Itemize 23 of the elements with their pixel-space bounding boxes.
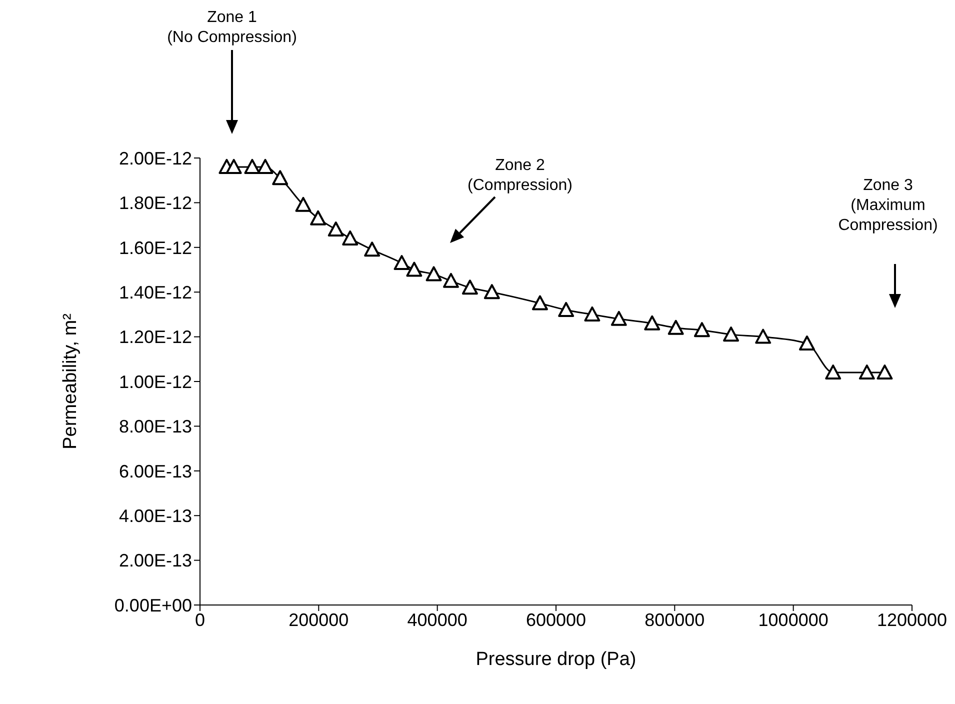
annotation: Zone 2 (Compression) — [468, 157, 572, 194]
x-tick-label: 0 — [194, 610, 206, 630]
y-tick-label: 8.00E-13 — [118, 416, 192, 437]
annotation: Zone 3 (Maximum Compression) — [838, 177, 938, 234]
y-tick-label: 1.00E-12 — [118, 372, 192, 392]
y-tick-label: 1.40E-12 — [118, 282, 192, 302]
y-tick-label: 2.00E-12 — [118, 148, 192, 168]
y-tick-label: 1.20E-12 — [118, 327, 192, 348]
y-tick-label: 0.00E+00 — [114, 595, 192, 616]
x-tick-label: 600000 — [526, 610, 586, 630]
y-tick-label: 1.80E-12 — [118, 193, 192, 214]
y-tick-label: 1.60E-12 — [118, 238, 192, 258]
y-tick-label: 2.00E-13 — [118, 550, 192, 571]
x-tick-label: 1000000 — [758, 610, 828, 630]
y-tick-label: 4.00E-13 — [118, 506, 192, 526]
x-tick-label: 400000 — [407, 610, 468, 630]
y-tick-label: 6.00E-13 — [118, 461, 192, 482]
x-axis-title: Pressure drop (Pa) — [476, 649, 636, 670]
x-tick-label: 1200000 — [876, 610, 948, 630]
x-tick-label: 200000 — [288, 610, 349, 630]
y-axis-title: Permeability, m² — [60, 314, 81, 450]
x-tick-label: 800000 — [644, 610, 705, 630]
text: Zone 1 (No Compression) — [167, 9, 297, 46]
